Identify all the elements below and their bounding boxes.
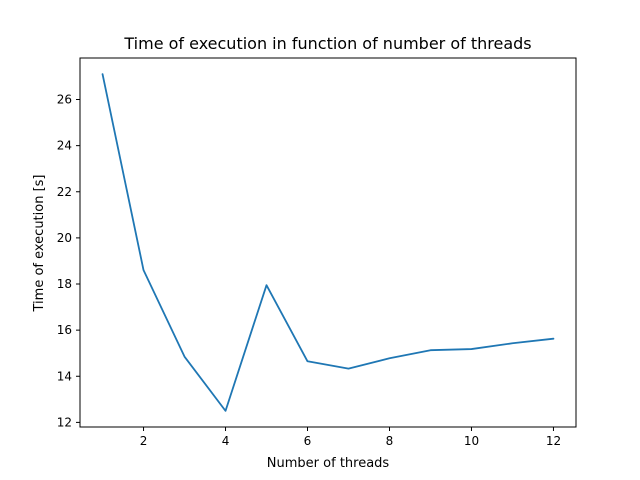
- y-axis-ticks: 12 14 16 18 20 22 24 26: [57, 93, 80, 429]
- x-tick-label: 8: [386, 434, 394, 448]
- x-tick-label: 4: [222, 434, 230, 448]
- series-line: [101, 73, 555, 412]
- y-tick-label: 20: [57, 231, 72, 245]
- x-axis-ticks: 2 4 6 8 10 12: [140, 427, 561, 448]
- y-tick-label: 24: [57, 139, 72, 153]
- x-tick-label: 6: [304, 434, 312, 448]
- y-tick-label: 16: [57, 323, 72, 337]
- y-tick-label: 22: [57, 185, 72, 199]
- y-tick-label: 18: [57, 277, 72, 291]
- x-tick-label: 12: [546, 434, 561, 448]
- x-axis-label: Number of threads: [267, 456, 390, 471]
- x-tick-label: 10: [464, 434, 479, 448]
- y-tick-label: 14: [57, 369, 72, 383]
- y-tick-label: 12: [57, 415, 72, 429]
- axes-frame: [79, 57, 577, 428]
- x-tick-label: 2: [140, 434, 148, 448]
- y-axis-label: Time of execution [s]: [32, 174, 47, 312]
- chart-title: Time of execution in function of number …: [123, 34, 531, 53]
- y-tick-label: 26: [57, 93, 72, 107]
